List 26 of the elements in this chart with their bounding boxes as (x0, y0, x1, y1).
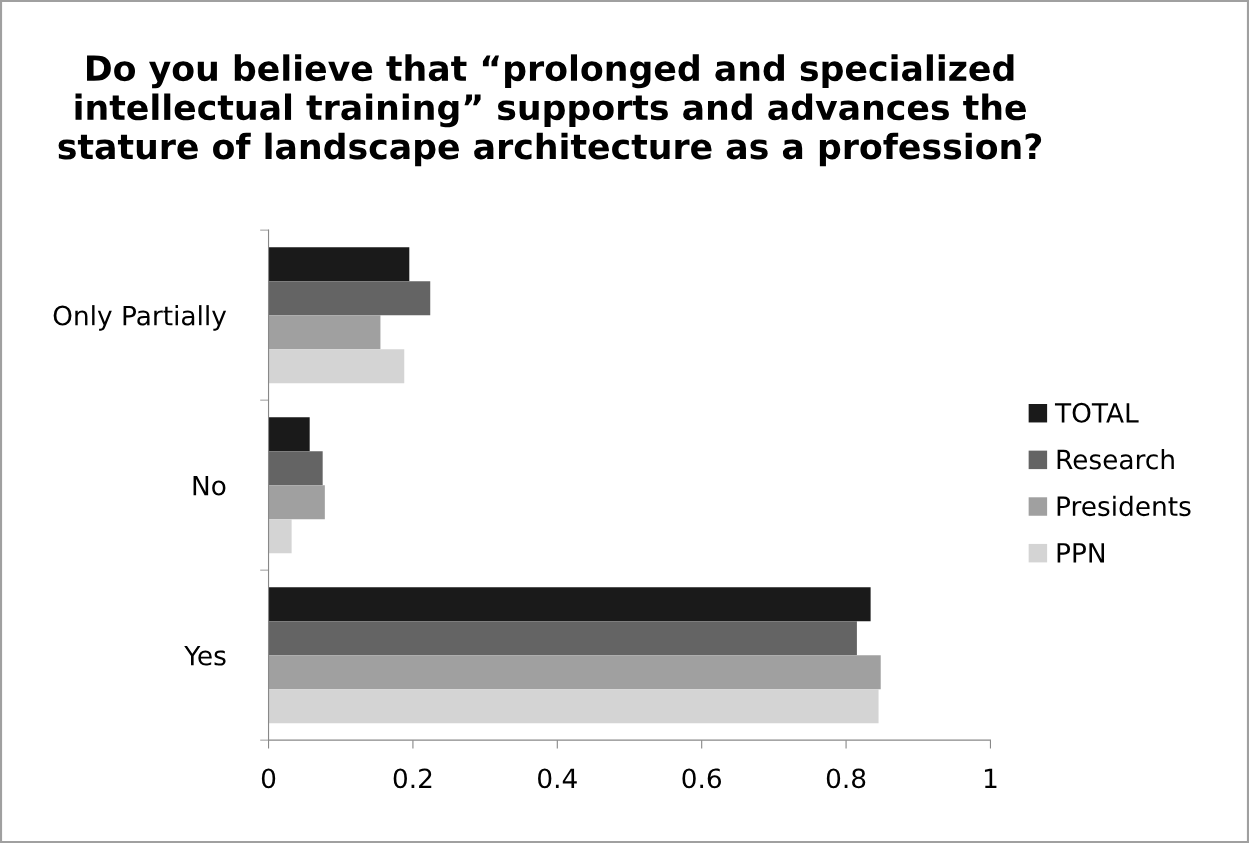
bar (268, 621, 857, 656)
x-tick-label: 1 (984, 768, 997, 788)
bar (268, 485, 325, 520)
legend-label: TOTAL (1054, 402, 1139, 423)
bar (268, 247, 410, 282)
x-tick-label: 0.4 (538, 768, 577, 789)
bar (268, 451, 323, 486)
bar (268, 519, 292, 554)
x-tick-label: 0.8 (826, 768, 866, 789)
y-tick-label: Yes (184, 645, 226, 666)
legend-label: Research (1057, 449, 1174, 470)
y-tick-label: No (193, 475, 226, 496)
x-tick-label: 0 (261, 768, 276, 789)
x-tick-label: 0.2 (393, 768, 432, 789)
legend-label: PPN (1057, 543, 1105, 563)
bar (268, 655, 881, 690)
bar (268, 281, 431, 316)
bar (268, 689, 879, 724)
x-tick-label: 0.6 (682, 768, 722, 789)
bar (268, 417, 310, 452)
chart-title: Do you believe that “prolonged and specialized intellectual training” supports and advances the stature of landscape architecture as a profession? (58, 54, 1042, 167)
legend-label: Presidents (1057, 495, 1191, 517)
bar (268, 315, 381, 350)
y-tick-label: Only Partially (53, 305, 227, 331)
bar (268, 587, 871, 622)
bar (268, 349, 405, 384)
